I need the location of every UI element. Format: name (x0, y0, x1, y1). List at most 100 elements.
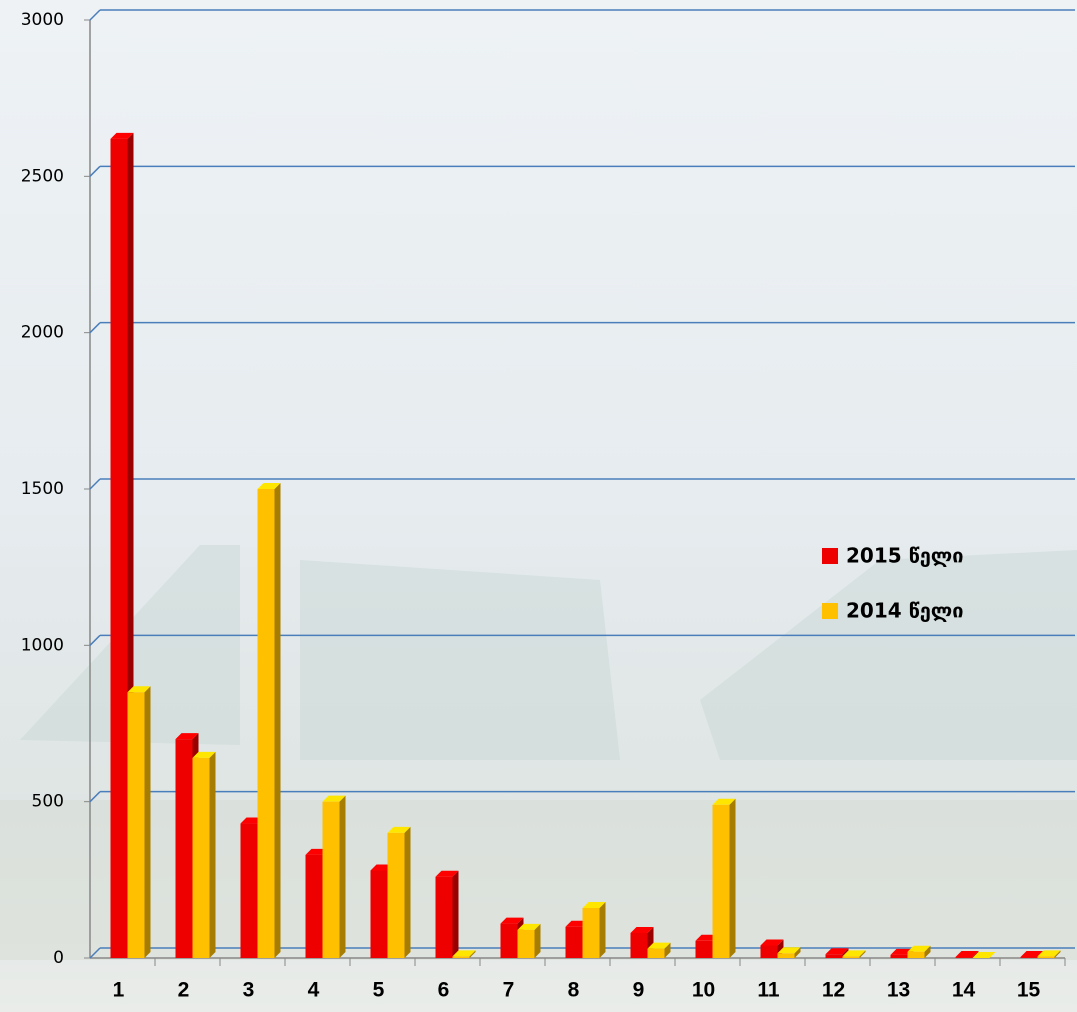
bar-top (387, 826, 411, 833)
x-tick-label: 3 (243, 979, 255, 1002)
bar-front (240, 823, 258, 958)
bar-side (924, 945, 931, 958)
bar-front (760, 945, 778, 958)
grid-depth (89, 322, 101, 334)
grid-depth (89, 791, 101, 803)
bar-side (144, 686, 151, 958)
bar-front (435, 876, 453, 958)
bar-top (842, 950, 866, 957)
bar-side (469, 950, 476, 958)
bar (1037, 950, 1061, 958)
bar-front (452, 956, 470, 958)
y-tick-label: 1500 (21, 479, 64, 499)
bar-top (647, 942, 671, 949)
bar-top (582, 901, 606, 908)
bar-front (842, 956, 860, 958)
bar-top (777, 947, 801, 954)
bar (127, 686, 151, 958)
bar-front (322, 801, 340, 958)
bar-top (435, 870, 459, 877)
grid-depth (89, 478, 101, 490)
bar-front (517, 929, 535, 958)
grid-depth (89, 634, 101, 646)
bar-top (452, 950, 476, 957)
bar (517, 923, 541, 958)
bar-top (825, 948, 849, 955)
bar-top (1020, 951, 1044, 958)
background-building (20, 545, 1077, 760)
bar (907, 945, 931, 958)
x-tick-label: 6 (438, 979, 450, 1002)
bar-front (712, 804, 730, 958)
bar-front (582, 907, 600, 958)
x-tick-label: 7 (503, 979, 515, 1002)
bar-top (110, 132, 134, 139)
x-tick-label: 11 (757, 979, 780, 1002)
bar-front (777, 953, 795, 958)
bar-top (1037, 950, 1061, 957)
bar-side (599, 901, 606, 958)
x-tick-label: 5 (373, 979, 385, 1002)
x-tick-label: 2 (178, 979, 190, 1002)
bar-top (907, 945, 931, 952)
bar-top (192, 751, 216, 758)
bar-side (729, 798, 736, 958)
bar (452, 950, 476, 958)
legend-label: 2014 წელი (846, 599, 964, 623)
legend-swatch (822, 603, 838, 619)
bar-top (972, 952, 996, 958)
bar-front (647, 948, 665, 958)
bar-top (955, 951, 979, 958)
bar-side (274, 483, 281, 958)
bar-side (794, 947, 801, 958)
bar (192, 751, 216, 958)
y-tick-label: 0 (53, 948, 64, 968)
bar-side (1054, 950, 1061, 958)
bar-front (955, 957, 973, 958)
bar-front (305, 854, 323, 958)
bar-top (760, 939, 784, 946)
bar (972, 952, 996, 958)
bar-side (664, 942, 671, 958)
x-tick-label: 8 (568, 979, 580, 1002)
y-tick-label: 1000 (21, 635, 64, 655)
bar (712, 798, 736, 958)
bar-front (257, 489, 275, 958)
bar-top (500, 917, 524, 924)
bar-front (127, 692, 145, 958)
bar-top (712, 798, 736, 805)
bar-top (175, 733, 199, 740)
bar-front (192, 757, 210, 958)
x-tick-label: 4 (308, 979, 320, 1002)
bar-side (339, 795, 346, 958)
bar (257, 483, 281, 958)
bar-top (322, 795, 346, 802)
bar-front (907, 951, 925, 958)
x-tick-label: 12 (822, 979, 845, 1002)
x-tick-label: 13 (887, 979, 910, 1002)
y-tick-label: 2000 (21, 323, 64, 343)
bar-front (500, 923, 518, 958)
y-tick-label: 500 (32, 792, 64, 812)
legend-swatch (822, 548, 838, 564)
y-tick-label: 2500 (21, 166, 64, 186)
x-tick-label: 15 (1017, 979, 1041, 1002)
bar-side (859, 950, 866, 958)
bar (582, 901, 606, 958)
bar-front (175, 739, 193, 958)
grid-depth (89, 947, 101, 959)
bar (955, 951, 979, 958)
legend-label: 2015 წელი (846, 544, 964, 568)
x-tick-label: 1 (113, 979, 125, 1002)
bar (777, 947, 801, 958)
bar-side (209, 751, 216, 958)
bar (387, 826, 411, 958)
bar-side (452, 870, 459, 958)
bar-side (972, 951, 979, 958)
bar (842, 950, 866, 958)
bar-front (890, 954, 908, 958)
bar-front (630, 932, 648, 958)
bar-front (695, 940, 713, 958)
bar-top (257, 483, 281, 489)
